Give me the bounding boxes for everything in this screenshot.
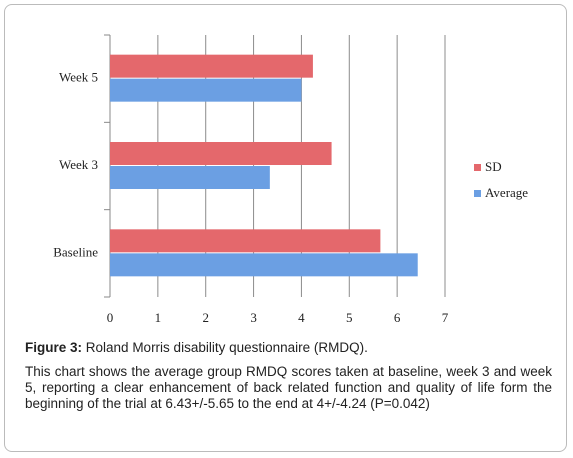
caption: Figure 3: Roland Morris disability quest… [25, 340, 552, 420]
frame [4, 4, 567, 452]
y-tick-label: Week 3 [59, 157, 98, 172]
x-tick-label: 0 [107, 310, 114, 325]
y-tick-label: Week 5 [59, 70, 98, 85]
bar [110, 166, 270, 189]
x-tick-label: 6 [394, 310, 401, 325]
caption-label: Figure 3: [25, 340, 83, 355]
bar [110, 78, 302, 102]
caption-text: This chart shows the average group RMDQ … [25, 364, 552, 411]
bar [110, 54, 313, 78]
x-tick-label: 4 [298, 310, 305, 325]
legend-swatch [474, 190, 481, 197]
legend-label: Average [485, 185, 528, 200]
x-tick-label: 1 [155, 310, 162, 325]
chart: 0 1 2 3 4 5 6 7 Baseline Week 3 Week 5 SD Average [53, 34, 528, 325]
bar [110, 253, 418, 277]
legend-swatch [474, 164, 481, 171]
bar [110, 142, 332, 165]
x-tick-label: 5 [346, 310, 353, 325]
caption-title: Roland Morris disability questionnaire (… [85, 340, 368, 355]
legend-label: SD [485, 159, 502, 174]
y-tick-label: Baseline [53, 244, 98, 259]
bar [110, 229, 381, 253]
caption-head: Figure 3: Roland Morris disability quest… [25, 340, 552, 356]
x-tick-label: 3 [250, 310, 257, 325]
x-tick-label: 2 [202, 310, 209, 325]
x-tick-label: 7 [442, 310, 449, 325]
